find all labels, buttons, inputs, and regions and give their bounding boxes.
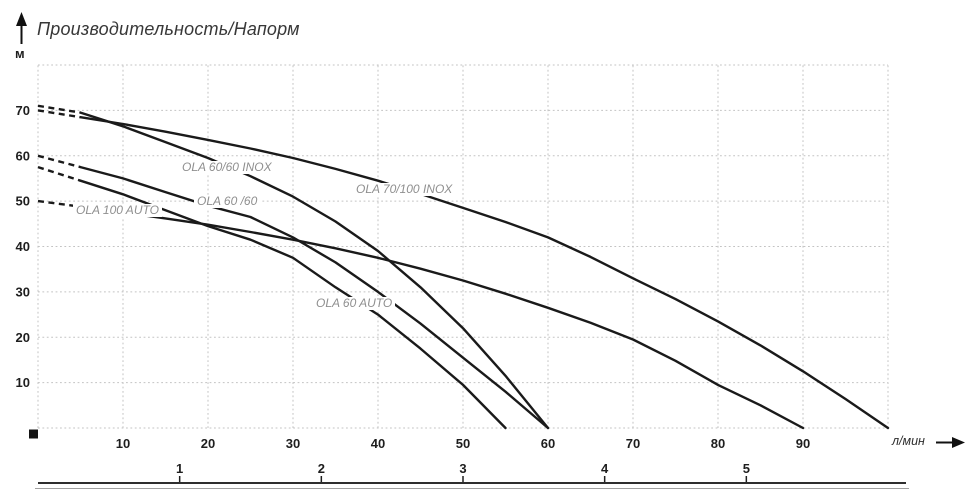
curve-label-ola-60-60: OLA 60 /60 [194,195,261,208]
x-tick-label: 30 [286,436,300,451]
x-tick-label: 80 [711,436,725,451]
secondary-tick-label: 3 [459,461,466,476]
curve-start-ola-70-100-inox [37,109,81,119]
y-axis-arrow-icon [16,12,27,44]
x-tick-label: 60 [541,436,555,451]
curve-ola-60-60 [79,165,550,430]
x-tick-label: 50 [456,436,470,451]
curve-label-ola-100-auto: OLA 100 AUTO [73,204,162,217]
curve-start-ola-60-60 [37,154,81,169]
x-tick-label: 70 [626,436,640,451]
curve-ola-100-auto [79,205,805,430]
curve-ola-70-100-inox [79,116,890,430]
y-tick-label: 50 [16,194,30,209]
x-tick-label: 20 [201,436,215,451]
y-tick-label: 30 [16,284,30,299]
y-tick-label: 70 [16,103,30,118]
grid-lines [37,64,889,429]
y-tick-label: 10 [16,375,30,390]
x-tick-label: 90 [796,436,810,451]
curve-ola-60-60-inox [79,111,550,430]
x-tick-label: 40 [371,436,385,451]
curve-start-ola-60-60-inox [37,104,81,114]
secondary-tick-label: 5 [743,461,750,476]
y-tick-label: 20 [16,330,30,345]
chart-title: Производительность/Напорм [37,19,300,39]
y-tick-label: 60 [16,148,30,163]
curve-label-ola-70-100-inox: OLA 70/100 INOX [353,183,456,196]
x-axis-arrow-icon [936,437,965,448]
origin-marker-square [29,429,38,439]
secondary-tick-label: 4 [601,461,609,476]
secondary-tick-label: 1 [176,461,183,476]
curve-label-ola-60-60-inox: OLA 60/60 INOX [179,161,275,174]
curve-start-ola-60-auto [37,165,81,182]
secondary-tick-label: 2 [318,461,325,476]
x-axis-unit-label: л/мин [892,434,925,448]
y-tick-label: 40 [16,239,30,254]
axis-tick-labels: 10 20 30 40 50 60 70 80 90 10 20 30 40 50 60 70 1 2 3 4 5 [16,103,810,483]
x-tick-label: 10 [116,436,130,451]
y-axis-unit-label: м [15,46,25,61]
curve-label-ola-60-auto: OLA 60 AUTO [313,297,396,310]
